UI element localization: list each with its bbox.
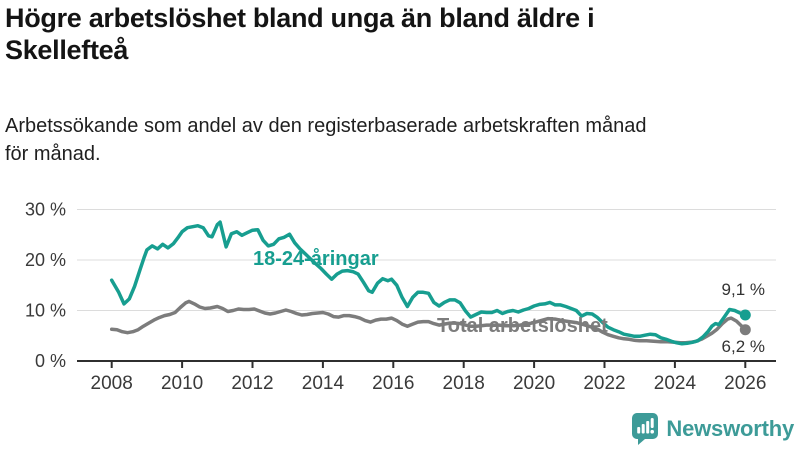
x-axis-tick-label: 2012: [231, 373, 273, 394]
newsworthy-logo-link[interactable]: Newsworthy: [631, 412, 794, 446]
x-axis-tick-label: 2014: [302, 373, 345, 394]
series-line-youth: [109, 220, 748, 346]
x-axis-tick-label: 2026: [724, 373, 766, 394]
end-dot-youth: [739, 309, 751, 321]
end-value-label-youth: 9,1 %: [721, 280, 765, 299]
y-axis-tick-label: 20 %: [25, 250, 66, 270]
x-axis-tick-label: 2010: [161, 373, 203, 394]
end-value-label-total: 6,2 %: [721, 337, 765, 356]
x-axis-tick-label: 2016: [372, 373, 414, 394]
line-chart: 0 % 10 % 20 % 30 % 2008 2010 2012 2014 2016 2018 2…: [0, 185, 800, 400]
x-axis-tick-label: 2008: [91, 373, 133, 394]
page-title: Högre arbetslöshet bland unga än bland ä…: [5, 3, 595, 65]
series-line-total: [109, 299, 748, 345]
series-label-total: Total arbetslöshet: [437, 315, 608, 337]
chart-subtitle: Arbetssökande som andel av den registerb…: [5, 115, 647, 165]
x-axis-tick-label: 2018: [443, 373, 485, 394]
end-dot-total: [739, 324, 751, 336]
chart-svg: 0 % 10 % 20 % 30 % 2008 2010 2012 2014 2016 2018 2…: [25, 200, 776, 394]
x-axis-tick-label: 2022: [583, 373, 625, 394]
newsworthy-logo-icon: [632, 413, 659, 445]
y-axis-tick-label: 10 %: [25, 301, 66, 321]
newsworthy-wordmark: Newsworthy: [666, 416, 794, 441]
x-axis-tick-label: 2020: [513, 373, 555, 394]
y-axis-tick-label: 0 %: [35, 351, 66, 371]
x-axis-tick-label: 2024: [654, 373, 697, 394]
y-axis-tick-label: 30 %: [25, 200, 66, 220]
series-label-youth: 18-24-åringar: [253, 248, 379, 270]
